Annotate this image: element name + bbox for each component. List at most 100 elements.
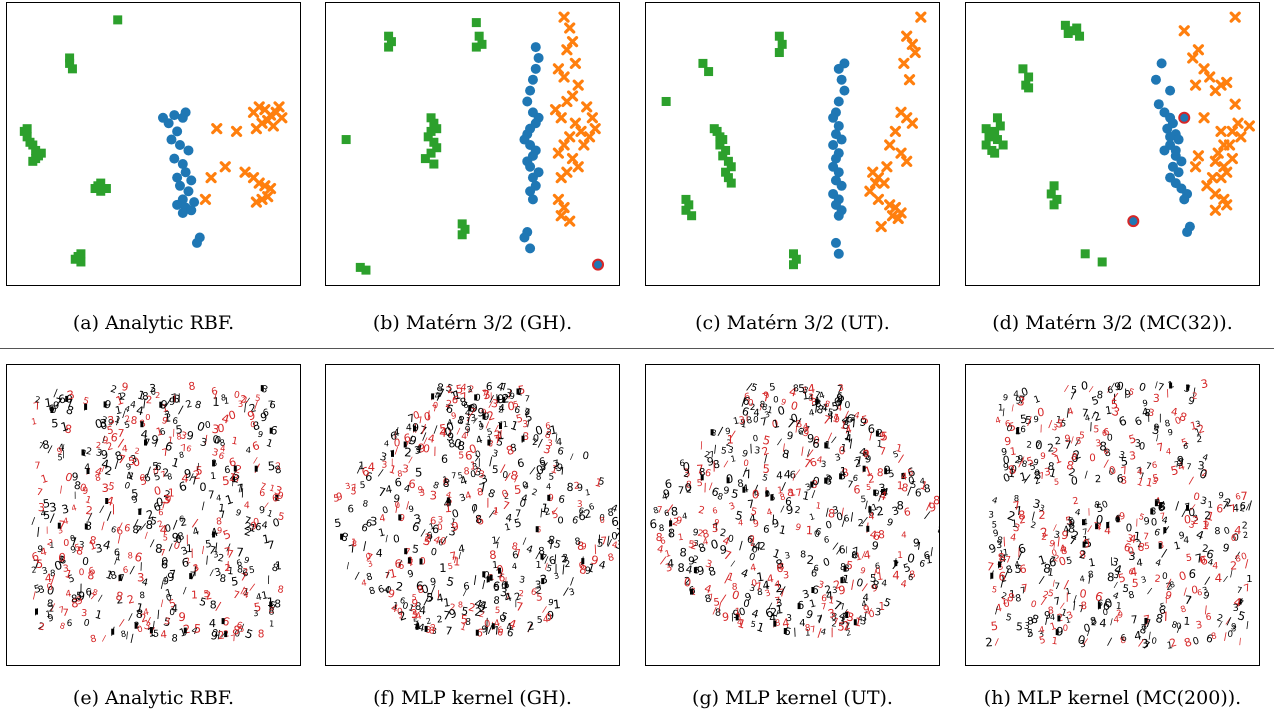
point-b-orange-0 [558, 11, 570, 23]
digit-mark-h-430: 9 [1060, 528, 1069, 543]
digit-mark-f-317: 3 [447, 525, 457, 539]
digit-mark-g-27: 5 [845, 559, 854, 573]
thick-stroke-f-466 [340, 533, 344, 540]
digit-mark-f-67: 6 [496, 627, 504, 639]
digit-mark-e-257: 7 [35, 487, 43, 499]
digit-mark-g-272: 9 [752, 518, 760, 530]
digit-mark-f-411: 7 [444, 402, 451, 413]
digit-mark-e-288: ∕ [154, 438, 159, 449]
digit-mark-e-119: 2 [243, 520, 253, 533]
digit-mark-h-497: 7 [1243, 582, 1252, 594]
digit-mark-e-365: 6 [185, 443, 192, 454]
thick-stroke-e-405 [269, 427, 273, 434]
digit-mark-g-340: 0 [751, 545, 758, 556]
digit-mark-g-314: 9 [786, 430, 794, 443]
digit-mark-f-80: 4 [477, 598, 488, 614]
digit-mark-h-219: 3 [1195, 418, 1202, 429]
digit-mark-e-319: 2 [192, 467, 201, 482]
digit-mark-h-279: / [1044, 614, 1049, 627]
digit-mark-h-201: / [1225, 617, 1231, 627]
digit-mark-f-341: 1 [584, 487, 591, 498]
digit-mark-f-423: 5 [537, 616, 543, 626]
point-a-orange-11 [230, 125, 243, 137]
digit-mark-h-92: 0 [1083, 622, 1092, 635]
digit-mark-g-464: 8 [732, 583, 738, 593]
digit-mark-e-476: 4 [93, 465, 104, 480]
digit-mark-g-471: 5 [907, 468, 915, 479]
digit-mark-g-225: 0 [752, 434, 759, 445]
digit-mark-f-495: 2 [518, 588, 524, 598]
digit-mark-g-152: ∕ [817, 626, 821, 640]
point-d-orange-8 [1215, 79, 1227, 91]
digit-mark-f-454: 8 [442, 476, 451, 490]
digit-mark-f-476: 8 [578, 562, 588, 577]
digit-mark-h-169: 2 [1095, 474, 1102, 485]
digit-mark-e-307: 6 [254, 522, 262, 534]
digit-mark-e-331: 7 [53, 395, 64, 411]
digit-mark-h-4: / [1203, 604, 1209, 617]
digit-mark-h-517: 3 [1197, 459, 1205, 472]
digit-mark-g-392: 4 [818, 391, 827, 402]
digit-mark-h-187: 2 [1230, 559, 1238, 572]
digit-mark-g-426: 1 [843, 428, 853, 443]
digit-mark-e-46: 5 [168, 597, 178, 610]
thick-stroke-f-325 [403, 441, 407, 448]
digit-mark-f-21: 5 [492, 464, 499, 476]
digit-mark-h-511: 1 [1207, 501, 1213, 511]
digit-mark-f-332: 1 [439, 561, 447, 575]
digit-mark-g-71: 9 [713, 516, 721, 527]
digit-mark-f-254: 6 [445, 498, 453, 509]
digit-mark-h-223: 8 [1014, 493, 1020, 503]
digit-mark-h-467: ∕ [995, 605, 1000, 616]
digit-mark-e-3: / [146, 615, 152, 628]
digit-mark-h-275: 7 [1186, 461, 1192, 471]
digit-mark-g-503: ∕ [779, 584, 786, 598]
point-c-blue-1 [833, 63, 844, 74]
digit-mark-g-52: 2 [697, 505, 706, 517]
digit-mark-g-331: 2 [775, 582, 783, 595]
digit-mark-g-109: 2 [824, 583, 833, 596]
digit-mark-h-310: 0 [1057, 554, 1068, 569]
digit-mark-g-249: 4 [860, 599, 869, 610]
digit-mark-g-518: / [878, 493, 883, 504]
digit-mark-h-436: 7 [1130, 613, 1138, 627]
digit-mark-f-14: 3 [413, 511, 423, 526]
digit-mark-f-63: 7 [445, 624, 453, 638]
digit-mark-e-217: 5 [203, 589, 210, 600]
digit-mark-g-297: 0 [855, 577, 864, 590]
digit-mark-e-140: 4 [143, 607, 151, 618]
digit-mark-h-266: 9 [1167, 427, 1173, 437]
digit-mark-f-11: 5 [413, 616, 419, 626]
digit-mark-f-506: 7 [546, 538, 555, 552]
digit-mark-e-432: 3 [149, 382, 156, 395]
digit-mark-f-272: 0 [470, 470, 477, 481]
point-d-green-25 [1097, 257, 1107, 267]
point-c-green-9 [718, 135, 728, 145]
digit-mark-h-386: 2 [1047, 441, 1055, 455]
digit-mark-e-10: 7 [232, 590, 241, 602]
digit-mark-g-101: ∕ [723, 460, 729, 471]
point-b-orange-5 [552, 63, 564, 75]
point-d-orange-10 [1229, 98, 1241, 110]
digit-mark-e-400: 1 [136, 388, 147, 403]
digit-mark-f-412: 7 [451, 471, 457, 480]
point-c-orange-8 [906, 117, 918, 129]
digit-mark-h-426: 1 [1183, 615, 1191, 628]
digit-mark-f-432: 8 [475, 513, 483, 527]
digit-mark-g-203: 3 [838, 383, 845, 393]
digit-mark-h-0: 5 [1093, 424, 1100, 435]
digit-mark-g-427: 3 [838, 616, 846, 628]
digit-mark-f-124: 2 [564, 559, 570, 570]
digit-mark-f-391: 7 [552, 458, 561, 470]
digit-mark-h-260: 8 [1170, 620, 1178, 631]
point-a-green-5 [22, 132, 32, 142]
digit-mark-g-236: / [739, 539, 743, 552]
digit-mark-e-375: 8 [46, 599, 53, 611]
digit-mark-f-307: 1 [535, 560, 541, 571]
digit-mark-g-434: 5 [688, 539, 695, 551]
digit-mark-e-149: 5 [123, 420, 131, 431]
digit-mark-g-268: 7 [816, 614, 823, 626]
digit-mark-g-259: 5 [870, 573, 877, 585]
digit-mark-f-407: ∕ [562, 585, 569, 599]
digit-mark-e-169: 0 [78, 482, 87, 494]
